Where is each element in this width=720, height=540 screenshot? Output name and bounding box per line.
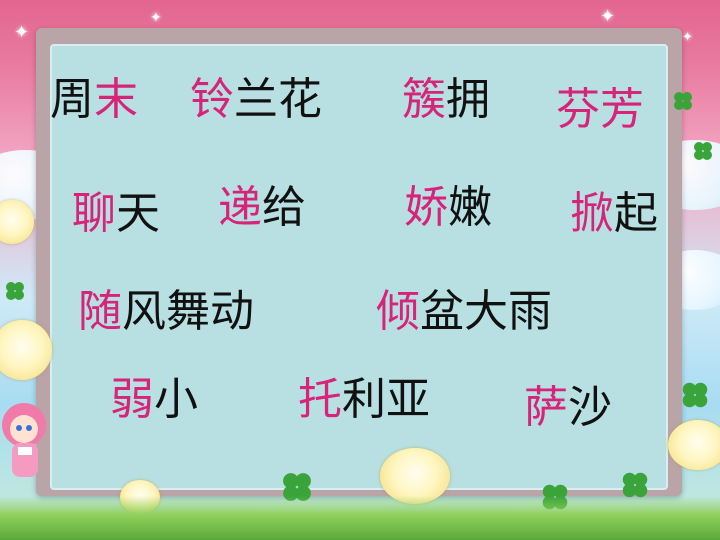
word-zhoumo: 周末: [50, 78, 138, 122]
word-char: 小: [154, 374, 198, 425]
clover-icon: [6, 282, 24, 300]
clover-icon: [622, 472, 648, 498]
word-char: 弱: [110, 374, 154, 425]
word-tuoliya: 托利亚: [298, 378, 430, 422]
word-linglanhua: 铃兰花: [190, 78, 322, 122]
word-char: 托: [298, 374, 342, 425]
word-char: 兰花: [234, 74, 322, 125]
flower-decoration: [380, 448, 450, 504]
word-char: 沙: [568, 382, 612, 433]
word-cuyong: 簇拥: [402, 78, 490, 122]
word-char: 盆大雨: [420, 286, 552, 337]
word-char: 萨: [524, 382, 568, 433]
word-char: 末: [94, 74, 138, 125]
flower-decoration: [0, 320, 52, 380]
word-char: 随: [78, 286, 122, 337]
word-char: 掀: [570, 188, 614, 239]
word-char: 起: [614, 188, 658, 239]
sparkle-icon: ✦: [150, 10, 162, 26]
word-qingpendayu: 倾盆大雨: [376, 290, 552, 334]
word-char: 倾: [376, 286, 420, 337]
word-fenfang: 芬芳: [556, 88, 644, 132]
flower-decoration: [668, 420, 720, 470]
word-char: 聊: [72, 188, 116, 239]
clover-icon: [694, 142, 712, 160]
word-jiaonen: 娇嫩: [404, 186, 492, 230]
word-char: 娇: [404, 182, 448, 233]
word-char: 利亚: [342, 374, 430, 425]
sparkle-icon: ✦: [14, 22, 30, 43]
word-char: 芬芳: [556, 84, 644, 135]
word-board: [50, 44, 668, 490]
sparkle-icon: ✦: [600, 6, 616, 27]
flower-decoration: [0, 200, 34, 244]
cartoon-girl-icon: [2, 403, 46, 477]
word-char: 嫩: [448, 182, 492, 233]
word-ruoxiao: 弱小: [110, 378, 198, 422]
word-char: 拥: [446, 74, 490, 125]
word-char: 铃: [190, 74, 234, 125]
word-char: 给: [262, 182, 306, 233]
clover-icon: [682, 382, 708, 408]
clover-icon: [674, 92, 692, 110]
word-char: 风舞动: [122, 286, 254, 337]
word-char: 簇: [402, 74, 446, 125]
word-digei: 递给: [218, 186, 306, 230]
grass-decoration: [0, 496, 720, 540]
word-char: 天: [116, 188, 160, 239]
sparkle-icon: ✦: [682, 30, 693, 45]
word-sasha: 萨沙: [524, 386, 612, 430]
word-liaotian: 聊天: [72, 192, 160, 236]
word-char: 周: [50, 74, 94, 125]
word-xianqi: 掀起: [570, 192, 658, 236]
word-suifengwudong: 随风舞动: [78, 290, 254, 334]
word-char: 递: [218, 182, 262, 233]
